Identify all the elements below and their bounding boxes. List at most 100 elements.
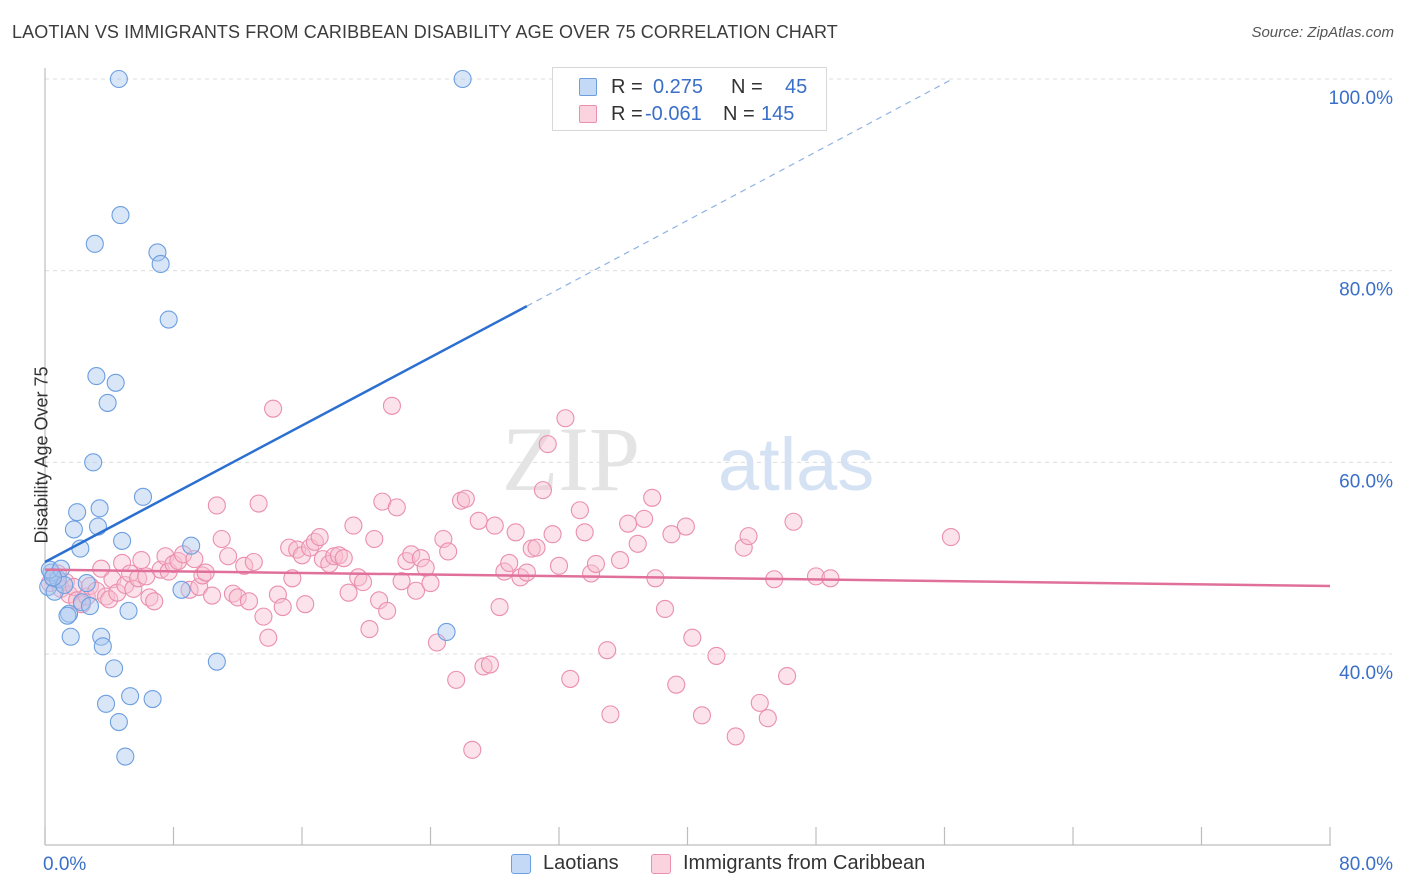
laotian-point: [85, 234, 104, 253]
caribbean-point: [726, 727, 745, 746]
y-tick-label: 100.0%: [1329, 88, 1394, 109]
laotian-point: [64, 520, 83, 539]
tick-labels: 40.0% 60.0% 80.0% 100.0% 0.0% 80.0%: [43, 88, 1393, 875]
caribbean-point: [87, 581, 106, 600]
caribbean-point: [538, 435, 557, 454]
caribbean-point: [469, 511, 488, 530]
caribbean-point: [96, 587, 116, 606]
legend-swatch-laotians: [579, 78, 597, 96]
caribbean-point: [439, 542, 458, 561]
caribbean-point: [145, 592, 164, 611]
laotian-point: [437, 622, 456, 642]
laotian-point: [96, 694, 116, 713]
caribbean-point: [185, 550, 204, 569]
legend-swatch-caribbean: [579, 105, 597, 123]
laotian-point: [453, 69, 472, 89]
laotian-trend-line: [44, 305, 528, 564]
laotian-point: [43, 568, 63, 587]
caribbean-point: [527, 538, 546, 557]
caribbean-point: [447, 670, 466, 689]
data-points: [39, 69, 960, 766]
caribbean-point: [411, 549, 430, 568]
laotian-point: [77, 574, 96, 593]
legend-swatch-laotians: [511, 853, 531, 874]
legend-n-label: N =: [723, 102, 755, 125]
caribbean-point: [421, 574, 440, 593]
caribbean-point: [273, 597, 292, 617]
caribbean-point: [92, 559, 111, 578]
caribbean-point: [821, 569, 840, 588]
caribbean-point: [485, 516, 504, 535]
caribbean-point: [628, 534, 647, 553]
laotian-point: [84, 453, 103, 472]
chart-title: LAOTIAN VS IMMIGRANTS FROM CARIBBEAN DIS…: [12, 22, 838, 42]
laotian-point: [121, 687, 140, 706]
caribbean-point: [586, 554, 605, 573]
legend-n-label: N =: [731, 75, 763, 98]
caribbean-point: [207, 496, 226, 515]
watermark: ZIP atlas: [502, 408, 874, 510]
caribbean-point: [655, 599, 675, 619]
axes: [44, 68, 1331, 846]
legend-item-laotians: Laotians: [511, 852, 619, 875]
caribbean-point: [784, 512, 803, 531]
y-axis-label: Disability Age Over 75: [31, 366, 52, 544]
caribbean-point: [533, 481, 552, 500]
laotian-point: [172, 580, 191, 599]
caribbean-point: [561, 669, 580, 688]
caribbean-point: [610, 551, 630, 570]
caribbean-point: [667, 675, 686, 694]
legend-swatch-caribbean: [651, 853, 671, 874]
caribbean-point: [456, 489, 475, 508]
y-tick-label: 40.0%: [1339, 663, 1393, 684]
x-tick-label: 80.0%: [1339, 854, 1393, 875]
caribbean-point: [643, 488, 662, 507]
caribbean-point: [360, 620, 379, 639]
caribbean-point: [750, 693, 769, 712]
caribbean-point: [692, 706, 712, 725]
laotian-point: [159, 310, 178, 329]
legend-label-laotians: Laotians: [543, 852, 619, 874]
gridlines: [45, 78, 1392, 655]
caribbean-point: [334, 549, 353, 568]
trend-lines: [44, 78, 1331, 588]
laotian-point: [113, 531, 132, 550]
caribbean-point: [570, 501, 589, 520]
legend-r-value: -0.061: [645, 102, 702, 125]
caribbean-point: [506, 523, 525, 542]
caribbean-point: [344, 516, 363, 535]
caribbean-point: [543, 525, 562, 544]
legend-row-laotians: R = 0.275 N = 45: [579, 75, 807, 99]
laotian-point: [61, 627, 80, 646]
caribbean-point: [228, 588, 247, 607]
series-legend: Laotians Immigrants from Caribbean: [0, 852, 1406, 878]
legend-row-caribbean: R = -0.061 N = 145: [579, 102, 794, 126]
watermark-atlas: atlas: [718, 423, 874, 506]
caribbean-point: [490, 597, 509, 617]
caribbean-point: [500, 553, 519, 573]
caribbean-point: [635, 509, 654, 528]
caribbean-point: [77, 587, 96, 606]
caribbean-point: [264, 399, 283, 418]
laotian-point: [90, 499, 109, 518]
caribbean-point: [235, 556, 254, 575]
caribbean-point: [549, 556, 569, 575]
legend-r-value: 0.275: [653, 75, 704, 98]
caribbean-point: [310, 528, 329, 547]
caribbean-point: [734, 538, 753, 557]
caribbean-point: [296, 595, 315, 614]
caribbean-point: [305, 532, 324, 551]
caribbean-point: [778, 666, 797, 686]
laotian-point: [151, 254, 170, 274]
laotian-point: [109, 69, 128, 89]
x-tick-label: 0.0%: [43, 854, 86, 875]
laotian-point: [98, 393, 117, 412]
laotian-point: [58, 606, 77, 625]
y-tick-label: 80.0%: [1339, 280, 1393, 301]
caribbean-point: [575, 523, 594, 542]
caribbean-point: [601, 705, 620, 724]
caribbean-point: [124, 579, 143, 598]
stats-legend: R = 0.275 N = 45 R = -0.061 N = 145: [552, 67, 827, 131]
laotian-point: [119, 601, 138, 620]
